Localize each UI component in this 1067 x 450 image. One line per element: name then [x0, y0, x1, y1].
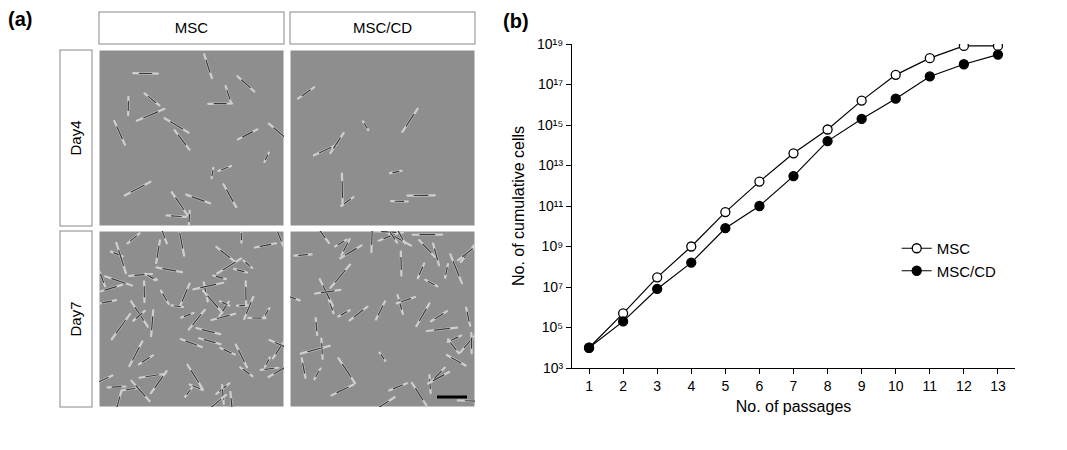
svg-text:MSC: MSC [175, 19, 209, 36]
svg-text:8: 8 [824, 378, 832, 394]
svg-text:11: 11 [923, 378, 938, 394]
svg-text:5: 5 [721, 378, 729, 394]
svg-text:MSC/CD: MSC/CD [353, 19, 412, 36]
svg-text:10¹⁷: 10¹⁷ [538, 76, 563, 92]
svg-text:10³: 10³ [543, 360, 564, 376]
svg-text:2: 2 [619, 378, 627, 394]
svg-text:No. of cumulative cells: No. of cumulative cells [510, 126, 527, 286]
svg-text:Day7: Day7 [67, 301, 84, 336]
svg-text:10¹³: 10¹³ [538, 157, 563, 173]
svg-text:10⁷: 10⁷ [543, 279, 564, 295]
svg-text:7: 7 [790, 378, 798, 394]
svg-text:Day4: Day4 [67, 120, 84, 155]
svg-text:3: 3 [653, 378, 661, 394]
svg-text:10: 10 [888, 378, 904, 394]
svg-text:MSC/CD: MSC/CD [937, 263, 996, 280]
svg-text:(a): (a) [8, 8, 32, 30]
svg-text:10⁹: 10⁹ [542, 238, 564, 254]
svg-text:4: 4 [687, 378, 695, 394]
svg-text:6: 6 [756, 378, 764, 394]
svg-text:MSC: MSC [937, 240, 971, 257]
svg-text:9: 9 [858, 378, 866, 394]
svg-text:10¹¹: 10¹¹ [538, 198, 563, 214]
svg-text:No. of passages: No. of passages [736, 398, 852, 415]
svg-text:1: 1 [585, 378, 593, 394]
svg-text:13: 13 [990, 378, 1006, 394]
svg-text:10⁵: 10⁵ [542, 319, 563, 335]
svg-text:10¹⁵: 10¹⁵ [537, 117, 563, 133]
svg-text:(b): (b) [503, 10, 529, 32]
svg-text:10¹⁹: 10¹⁹ [537, 36, 563, 52]
svg-text:12: 12 [956, 378, 972, 394]
